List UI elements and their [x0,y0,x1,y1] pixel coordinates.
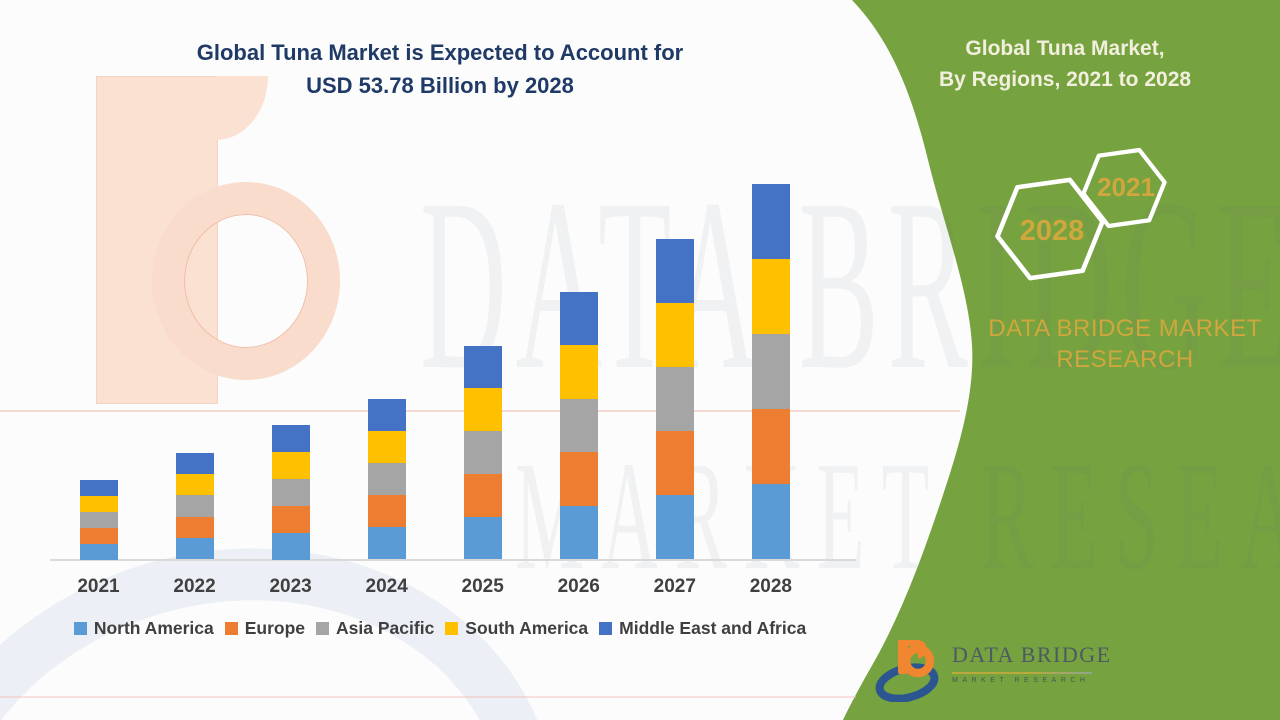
bar-segment-europe-2021 [79,527,118,544]
bar-segment-europe-2023 [271,505,310,533]
bar-segment-middle-east-and-africa-2023 [271,424,310,452]
legend-label-middle-east-and-africa: Middle East and Africa [619,618,807,638]
bar-segment-middle-east-and-africa-2024 [367,398,406,431]
bar-segment-asia-pacific-2027 [655,366,694,432]
hexagon-year-bottom-label: 2028 [1020,215,1085,247]
x-axis-label-2021: 2021 [77,576,120,597]
x-axis-label-2028: 2028 [749,576,792,597]
bar-segment-asia-pacific-2022 [175,495,214,517]
bar-segment-north-america-2021 [79,543,118,560]
bar-segment-europe-2028 [751,409,790,485]
legend-swatch-middle-east-and-africa [599,622,613,635]
bar-segment-asia-pacific-2026 [559,398,598,453]
bar-segment-north-america-2023 [271,532,310,560]
legend-label-asia-pacific: Asia Pacific [336,618,435,638]
bar-segment-europe-2025 [463,473,502,517]
bar-segment-middle-east-and-africa-2021 [79,479,118,496]
bar-segment-asia-pacific-2021 [79,511,118,528]
hexagon-2028 [995,177,1105,281]
logo-name: DATA BRIDGE [952,642,1112,667]
x-axis-label-2023: 2023 [269,576,312,597]
bar-segment-europe-2026 [559,452,598,506]
brand-name-line1: DATA BRIDGE MARKET [988,315,1262,342]
bar-segment-north-america-2026 [559,505,598,560]
bar-segment-south-america-2024 [367,430,406,463]
stacked-bar-chart: 2021 2022 2023 2024 2025 2026 2027 2028 [77,183,792,597]
green-panel-path [843,0,1280,720]
bar-segment-north-america-2022 [175,538,214,560]
right-panel-title-line2: By Regions, 2021 to 2028 [938,68,1192,91]
right-panel-title-line1: Global Tuna Market, [965,37,1165,60]
legend-label-north-america: North America [93,618,214,638]
logo-underline [952,672,1092,674]
bar-segment-asia-pacific-2023 [271,478,310,506]
bar-segment-south-america-2026 [559,345,598,399]
bar-segment-asia-pacific-2024 [367,462,406,496]
legend-item-south-america: South America [445,618,588,639]
bar-segment-south-america-2021 [79,495,118,512]
legend-swatch-europe [224,622,238,635]
chart-title-line1: Global Tuna Market is Expected to Accoun… [196,40,684,65]
brand-name-line2: RESEARCH [1056,346,1194,373]
chart-title: Global Tuna Market is Expected to Accoun… [0,36,880,102]
chart-legend: North America Europe Asia Pacific South Ame… [0,618,880,639]
bar-segment-middle-east-and-africa-2026 [559,291,598,346]
bar-segment-south-america-2028 [751,258,790,334]
brand-name-text: DATA BRIDGE MARKET RESEARCH [945,313,1280,375]
bar-segment-south-america-2025 [463,388,502,432]
bar-segment-north-america-2025 [463,516,502,560]
x-axis-label-2024: 2024 [365,576,408,597]
bar-segment-middle-east-and-africa-2027 [655,238,694,303]
bar-segment-south-america-2023 [271,451,310,479]
x-axis-label-2022: 2022 [173,576,216,597]
legend-swatch-north-america [73,622,87,635]
legend-swatch-south-america [445,622,459,635]
logo-b-hook [898,640,927,659]
bar-segment-europe-2022 [175,516,214,539]
legend-item-middle-east-and-africa: Middle East and Africa [599,618,806,639]
bar-segment-middle-east-and-africa-2022 [175,452,214,474]
legend-item-north-america: North America [73,618,214,639]
x-axis-label-2026: 2026 [557,576,600,597]
x-axis-label-2027: 2027 [653,576,696,597]
legend-label-south-america: South America [465,618,589,638]
legend-item-europe: Europe [224,618,306,639]
x-axis-line [50,559,856,561]
bar-segment-europe-2027 [655,431,694,496]
bar-segment-middle-east-and-africa-2028 [751,183,790,259]
data-bridge-logo-mark [875,640,939,702]
logo-b-bowl [901,644,935,678]
hexagon-year-top-label: 2021 [1097,172,1155,202]
logo-tagline: MARKET RESEARCH [952,677,1090,684]
bar-segment-north-america-2027 [655,495,694,560]
bar-segment-south-america-2027 [655,302,694,367]
watermark-text-line2: MARKET RESEARCH [515,428,1280,602]
right-panel-title: Global Tuna Market, By Regions, 2021 to … [880,33,1250,95]
bar-segment-middle-east-and-africa-2025 [463,345,502,389]
data-bridge-logo-text: DATA BRIDGE MARKET RESEARCH [952,642,1112,684]
chart-title-line2: USD 53.78 Billion by 2028 [306,73,574,98]
bar-segment-europe-2024 [367,495,406,528]
bar-segment-north-america-2024 [367,527,406,560]
watermark-pink-line-lower [0,696,856,698]
bar-segment-north-america-2028 [751,484,790,560]
bar-segment-asia-pacific-2028 [751,333,790,410]
legend-swatch-asia-pacific [316,622,330,635]
x-axis-label-2025: 2025 [461,576,504,597]
bar-segment-asia-pacific-2025 [463,431,502,474]
legend-item-asia-pacific: Asia Pacific [316,618,434,639]
bar-segment-south-america-2022 [175,473,214,496]
legend-label-europe: Europe [244,618,306,638]
